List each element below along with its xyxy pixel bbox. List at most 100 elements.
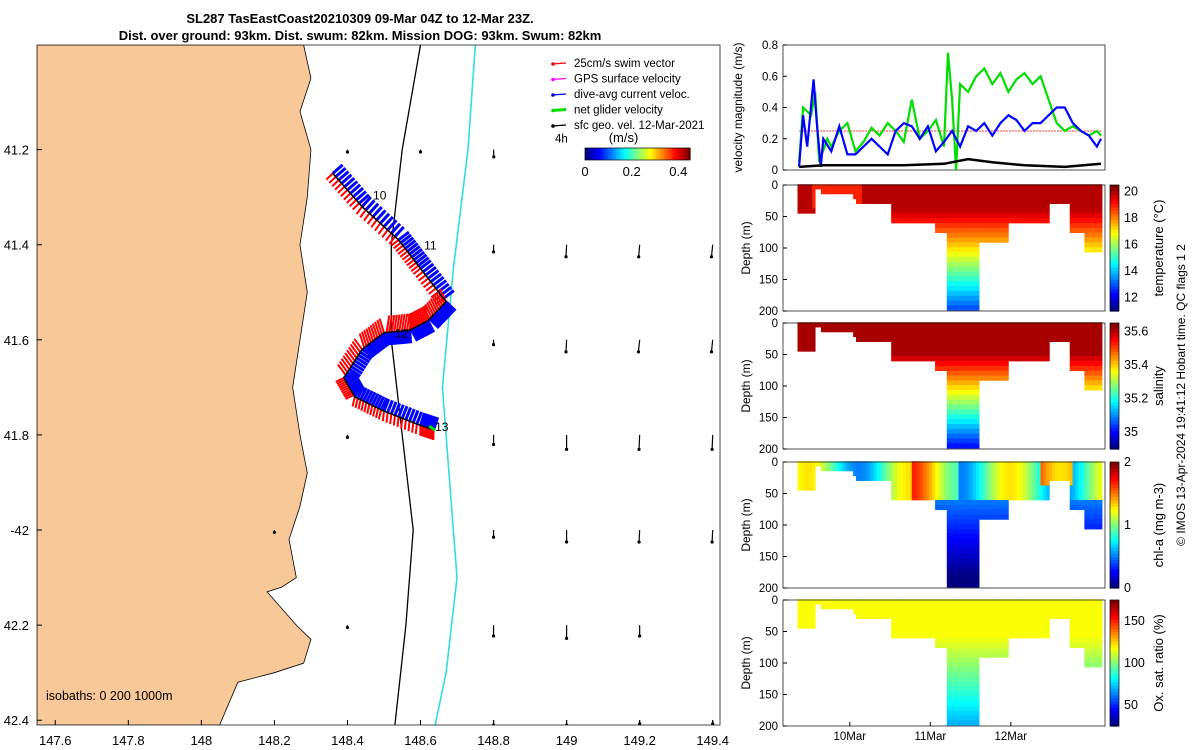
chla-cell	[1011, 470, 1015, 477]
temperature-cell	[961, 285, 965, 292]
salinity-cell	[990, 336, 995, 342]
chla-y-tick-label: 50	[765, 489, 778, 501]
salinity-colorbar-swatch	[1110, 341, 1119, 346]
salinity-cell	[1072, 341, 1077, 347]
chla-cell	[970, 514, 974, 520]
salinity-cell	[888, 322, 892, 328]
temperature-cell	[905, 218, 910, 224]
salinity-cell	[1063, 322, 1068, 328]
chla-cell	[955, 495, 959, 501]
temperature-cell	[1002, 213, 1006, 219]
oxygen-cell	[1043, 599, 1047, 605]
salinity-cell	[1078, 360, 1082, 367]
oxygen-cell	[1081, 628, 1085, 634]
oxygen-cell	[1040, 604, 1044, 610]
salinity-cell	[797, 331, 801, 338]
salinity-cell	[993, 322, 998, 328]
chla-cell	[1093, 504, 1097, 511]
salinity-cell	[1002, 336, 1006, 342]
temperature-cell	[993, 203, 998, 209]
chla-cell	[1002, 514, 1006, 520]
temperature-cell	[946, 281, 951, 287]
chla-cell	[926, 461, 930, 467]
temperature-cell	[908, 198, 913, 204]
oxygen-cell	[920, 608, 924, 615]
temperature-cell	[970, 242, 974, 248]
chla-cell	[961, 490, 965, 496]
chla-cell	[976, 548, 980, 554]
chla-cell	[1019, 475, 1024, 481]
chla-cell	[973, 490, 977, 496]
chla-cell	[1072, 461, 1077, 467]
oxygen-cell	[1072, 642, 1077, 649]
salinity-cell	[1005, 365, 1009, 372]
chla-cell	[803, 466, 807, 472]
oxygen-cell	[861, 613, 866, 619]
temperature-cell	[932, 198, 936, 204]
current-vector	[355, 356, 369, 367]
salinity-cell	[1043, 331, 1047, 338]
temperature-cell	[952, 256, 957, 263]
chla-cell	[1093, 480, 1097, 486]
salinity-cell	[955, 375, 959, 381]
salinity-cell	[1087, 385, 1091, 391]
geo-vector-head	[491, 343, 496, 347]
oxygen-cell	[958, 700, 962, 707]
oxygen-cell	[961, 705, 965, 712]
oxygen-cell	[1031, 623, 1036, 629]
temperature-cell	[981, 227, 986, 234]
chla-cell	[973, 567, 977, 574]
chla-cell	[952, 485, 957, 491]
chla-cell	[1072, 475, 1077, 481]
temperature-cell	[943, 189, 948, 195]
oxygen-cell	[914, 618, 918, 624]
salinity-cell	[1099, 351, 1103, 357]
temperature-cell	[891, 208, 895, 214]
temperature-cell	[800, 184, 804, 190]
chla-cell	[1081, 499, 1085, 506]
chla-cell	[1025, 475, 1030, 481]
geo-vector-head	[564, 447, 569, 451]
oxygen-cell	[958, 652, 962, 658]
temperature-cell	[955, 237, 959, 243]
salinity-cell	[929, 351, 933, 357]
salinity-cell	[885, 327, 889, 333]
salinity-cell	[1019, 346, 1024, 352]
chla-cell	[803, 485, 807, 491]
temperature-cell	[990, 184, 995, 190]
temperature-colorbar-swatch	[1110, 241, 1119, 246]
chla-cell	[1017, 461, 1021, 467]
current-vector	[424, 414, 432, 428]
oxygen-cell	[961, 696, 965, 702]
salinity-cell	[1072, 322, 1077, 328]
chla-cell	[981, 509, 986, 515]
chla-cell	[1052, 461, 1056, 467]
chla-colorbar-swatch	[1110, 556, 1119, 561]
oxygen-cell	[946, 681, 951, 687]
salinity-cell	[949, 356, 954, 362]
salinity-cell	[984, 341, 989, 347]
chla-cell	[867, 461, 872, 467]
oxygen-cell	[1069, 633, 1074, 639]
chla-cell	[797, 480, 801, 486]
oxygen-cell	[946, 647, 951, 653]
temperature-cell	[946, 300, 951, 306]
geo-vector-head	[564, 636, 569, 640]
salinity-colorbar-swatch	[1110, 417, 1119, 422]
temperature-cell	[978, 222, 983, 229]
oxygen-cell	[891, 628, 895, 634]
oxygen-cell	[797, 613, 801, 619]
chla-cell	[996, 461, 1000, 467]
salinity-cell	[905, 331, 910, 338]
chla-cell	[800, 466, 804, 472]
oxygen-cell	[920, 618, 924, 624]
current-vector	[445, 300, 457, 312]
salinity-cell	[850, 327, 854, 333]
oxygen-cell	[1017, 633, 1021, 639]
chla-cell	[955, 533, 959, 540]
temperature-cell	[984, 184, 989, 190]
temperature-cell	[938, 222, 942, 229]
oxygen-cell	[964, 662, 968, 668]
oxygen-cell	[981, 613, 986, 619]
temperature-cell	[1005, 184, 1009, 190]
